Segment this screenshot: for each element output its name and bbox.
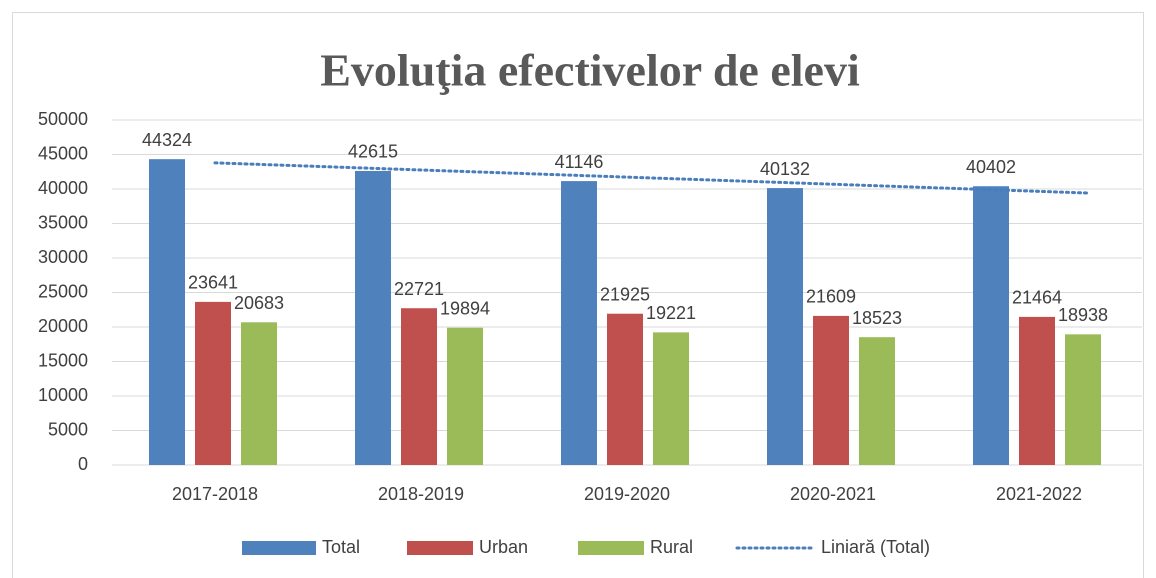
bar [859, 337, 895, 465]
data-label: 22721 [394, 279, 444, 299]
y-tick-label: 5000 [48, 419, 88, 439]
bar [973, 186, 1009, 465]
y-tick-label: 10000 [38, 385, 88, 405]
legend-label: Rural [650, 537, 693, 557]
data-label: 21464 [1012, 288, 1062, 308]
bar [241, 322, 277, 465]
x-tick-label: 2020-2021 [790, 484, 876, 504]
data-label: 19221 [646, 303, 696, 323]
y-tick-label: 20000 [38, 316, 88, 336]
bar [813, 315, 849, 465]
data-label: 44324 [142, 130, 192, 150]
data-label: 23641 [188, 273, 238, 293]
legend-swatch [578, 541, 644, 555]
y-tick-label: 15000 [38, 350, 88, 370]
bar [607, 313, 643, 465]
x-tick-label: 2018-2019 [378, 484, 464, 504]
data-label: 18523 [852, 308, 902, 328]
data-label: 40402 [966, 157, 1016, 177]
data-label: 40132 [760, 159, 810, 179]
data-label: 21609 [806, 287, 856, 307]
bar [195, 301, 231, 465]
chart-border [12, 12, 1144, 578]
y-tick-label: 0 [78, 454, 88, 474]
bar [1019, 316, 1055, 465]
y-tick-label: 40000 [38, 178, 88, 198]
data-label: 18938 [1058, 305, 1108, 325]
bar [561, 181, 597, 466]
bar [767, 188, 803, 465]
x-tick-label: 2021-2022 [996, 484, 1082, 504]
y-tick-label: 45000 [38, 143, 88, 163]
legend-label: Liniară (Total) [821, 537, 930, 557]
bar [401, 308, 437, 465]
y-tick-label: 35000 [38, 212, 88, 232]
y-tick-label: 50000 [38, 109, 88, 129]
bar [653, 332, 689, 465]
y-tick-label: 30000 [38, 247, 88, 267]
legend-swatch [407, 541, 473, 555]
bar [149, 159, 185, 465]
data-label: 21925 [600, 284, 650, 304]
data-label: 42615 [348, 142, 398, 162]
legend-label: Urban [479, 537, 528, 557]
bar [355, 170, 391, 466]
x-tick-label: 2019-2020 [584, 484, 670, 504]
y-tick-label: 25000 [38, 281, 88, 301]
legend-label: Total [322, 537, 360, 557]
bar [447, 327, 483, 465]
data-label: 41146 [555, 152, 604, 172]
trendline [213, 161, 1091, 195]
data-label: 19894 [440, 298, 490, 318]
bar [1065, 334, 1101, 465]
data-label: 20683 [234, 293, 284, 313]
chart-title: Evoluţia efectivelor de elevi [320, 45, 860, 96]
x-tick-label: 2017-2018 [172, 484, 258, 504]
legend-swatch [242, 541, 316, 555]
